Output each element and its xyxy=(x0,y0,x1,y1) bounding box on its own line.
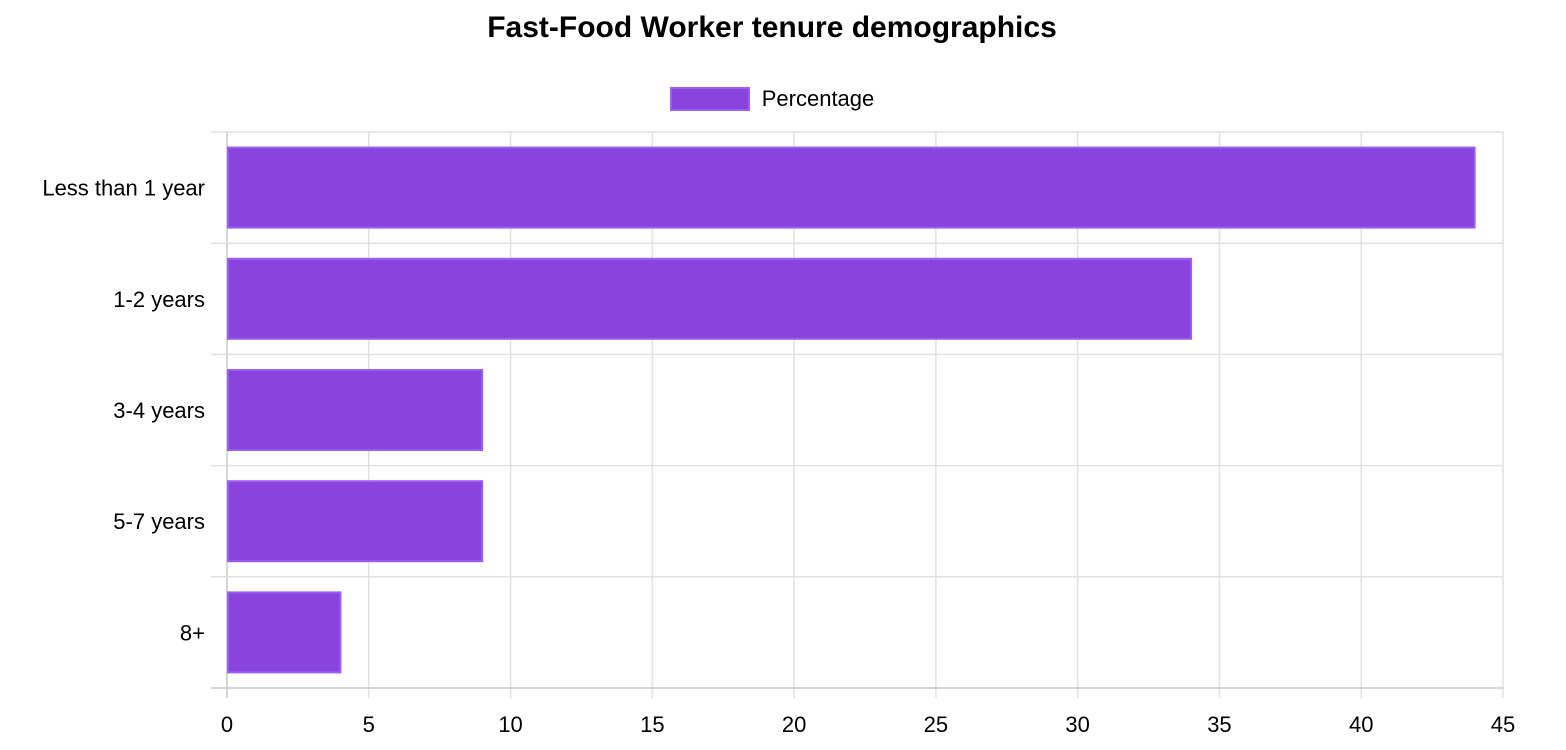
y-tick-label: 5-7 years xyxy=(113,509,205,534)
x-tick-label: 45 xyxy=(1491,712,1515,737)
x-tick-label: 20 xyxy=(782,712,806,737)
y-tick-label: 3-4 years xyxy=(113,398,205,423)
x-tick-label: 10 xyxy=(498,712,522,737)
bar[interactable] xyxy=(227,591,342,674)
x-tick-label: 0 xyxy=(221,712,233,737)
legend[interactable]: Percentage xyxy=(0,86,1544,112)
y-tick-label: Less than 1 year xyxy=(42,176,205,201)
y-tick-label: 8+ xyxy=(180,620,205,645)
bar[interactable] xyxy=(227,480,484,563)
x-tick-label: 5 xyxy=(363,712,375,737)
x-tick-label: 30 xyxy=(1065,712,1089,737)
bar[interactable] xyxy=(227,369,484,451)
legend-swatch-percentage xyxy=(669,87,750,111)
y-tick-label: 1-2 years xyxy=(113,287,205,312)
x-tick-label: 15 xyxy=(640,712,664,737)
x-tick-label: 35 xyxy=(1207,712,1231,737)
bar[interactable] xyxy=(227,257,1193,340)
legend-label-percentage: Percentage xyxy=(761,86,875,111)
x-tick-label: 25 xyxy=(924,712,948,737)
bar[interactable] xyxy=(227,146,1476,229)
chart-title: Fast-Food Worker tenure demographics xyxy=(487,11,1057,44)
x-tick-label: 40 xyxy=(1349,712,1373,737)
